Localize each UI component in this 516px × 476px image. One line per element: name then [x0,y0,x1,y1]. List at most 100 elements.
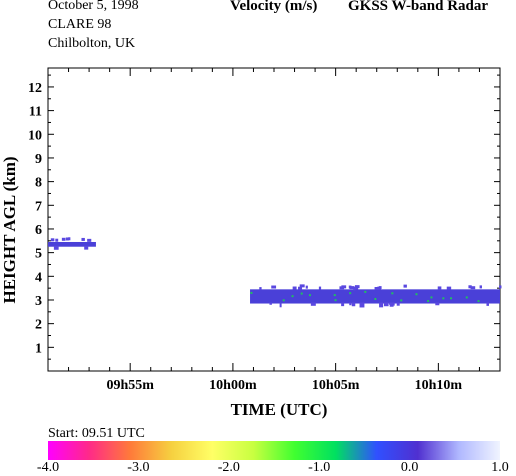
y-tick-label: 6 [35,223,42,238]
echo-speckle [339,286,345,290]
echo-speckle [396,302,400,306]
echo-speckle [292,286,297,290]
y-tick-label: 3 [35,294,42,309]
echo-speckle [250,291,253,294]
echo-speckle [403,284,407,288]
echo-speckle [348,285,352,289]
echo-speckle [300,292,303,295]
colorbar-tick-label: -4.0 [36,460,60,475]
echo-speckle [353,286,359,290]
echo-speckle [333,294,336,297]
echo-speckle [389,302,395,305]
header-campaign: CLARE 98 [48,17,112,32]
echo-speckle [84,245,89,250]
y-tick-label: 12 [28,81,42,96]
echo-speckle [65,237,69,241]
colorbar [48,441,500,460]
echo-speckle [68,237,71,241]
echo-speckle [318,286,322,290]
colorbar-tick-label: 1.0 [491,460,509,475]
echo-speckle [298,286,303,290]
echo-speckle [334,299,337,302]
echo-speckle [442,297,445,300]
echo-speckle [53,245,59,250]
echo-speckle [351,302,356,307]
y-tick-label: 8 [35,176,42,191]
colorbar-tick-label: -3.0 [127,460,150,475]
echo-layer [48,241,96,247]
echo-speckle [470,286,476,290]
echo-speckle [299,284,305,288]
echo-speckle [465,296,468,299]
colorbar-tick-label: -2.0 [217,460,240,475]
y-tick-label: 2 [35,318,42,333]
echo-speckle [282,299,285,302]
y-axis-title: HEIGHT AGL (km) [0,156,19,303]
echo-speckle [50,238,55,242]
x-tick-label: 10h10m [415,378,463,393]
echo-speckle [364,290,367,293]
x-tick-label: 10h05m [312,378,360,393]
echo-speckle [310,302,316,306]
echo-speckle [479,285,482,289]
echo-speckle [55,238,59,242]
echo-speckle [486,302,490,306]
echo-layers [48,237,502,308]
header-site: Chilbolton, UK [48,36,136,51]
echo-speckle [291,295,294,298]
x-tick-label: 09h55m [106,378,154,393]
colorbar-tick-label: -1.0 [308,460,331,475]
echo-speckle [61,237,66,241]
echo-speckle [359,302,365,308]
echo-speckle [499,285,502,289]
echo-speckle [374,297,377,300]
y-tick-label: 10 [28,128,42,143]
echo-speckle [271,285,277,289]
echo-speckle [430,296,433,299]
echo-speckle [349,286,355,290]
echo-speckle [279,302,282,308]
start-time-label: Start: 09.51 UTC [48,426,145,441]
header-date: October 5, 1998 [48,0,139,13]
echo-speckle [87,238,92,242]
x-axis-title: TIME (UTC) [231,400,328,419]
echo-speckle [450,297,453,300]
y-tick-label: 1 [35,341,42,356]
echo-speckle [349,292,352,295]
echo-speckle [379,302,384,308]
echo-speckle [383,302,389,307]
echo-speckle [415,293,418,296]
echo-speckle [269,302,272,305]
echo-speckle [435,302,440,306]
echo-speckle [446,286,452,290]
echo-speckle [81,237,85,241]
echo-layer [250,289,500,304]
y-tick-label: 9 [35,152,42,167]
echo-speckle [259,287,262,291]
echo-speckle [477,300,480,303]
x-tick-label: 10h00m [209,378,257,393]
y-tick-label: 4 [35,270,42,285]
instrument-name: GKSS W-band Radar [348,0,489,14]
echo-speckle [305,285,308,289]
x-axis: 09h55m 10h00m 10h05m 10h10m [47,68,501,393]
echo-speckle [400,299,403,302]
echo-speckle [374,287,380,291]
echo-speckle [308,294,311,297]
colorbar-gradient [48,441,500,460]
echo-speckle [468,285,472,289]
y-tick-label: 7 [35,199,42,214]
plot-frame [47,67,501,372]
colorbar-tick-label: 0.0 [400,460,419,475]
echo-speckle [341,302,345,307]
y-tick-label: 5 [35,247,42,262]
echo-speckle [427,300,430,303]
echo-speckle [349,302,352,306]
y-tick-label: 11 [29,105,42,120]
echo-speckle [437,286,442,290]
echo-speckle [391,292,394,295]
chart-title: Velocity (m/s) [230,0,318,14]
echo-speckle [377,286,382,290]
